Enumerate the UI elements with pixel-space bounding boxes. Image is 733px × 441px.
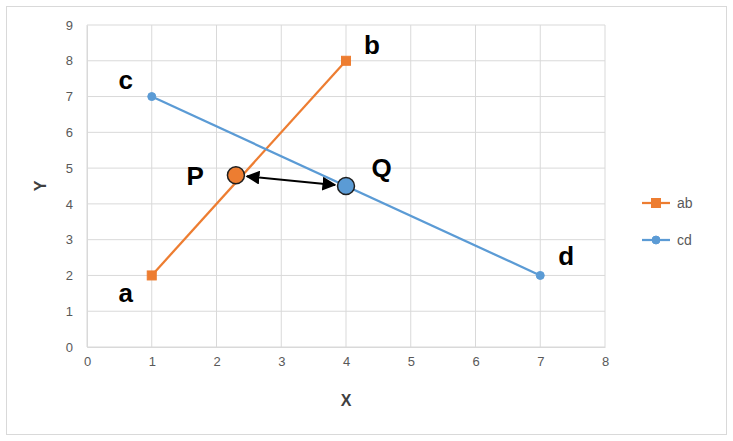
tick-label: 9 [66,18,73,33]
chart-frame [7,7,727,435]
tick-label: 3 [66,232,73,247]
legend-item: ab [642,195,693,211]
tick-label: 2 [66,268,73,283]
series-line [152,61,346,276]
tick: 5 [408,347,415,369]
grid-line-x [475,25,476,347]
grid-line-y [87,239,605,240]
tick: 5 [66,161,87,176]
tick-label: 4 [66,197,73,212]
tick: 9 [66,18,87,33]
tick-label: 3 [278,354,285,369]
grid [87,25,605,347]
highlight-point [338,178,355,195]
tick: 0 [84,347,91,369]
point [536,271,544,279]
legend: ab cd [642,195,693,248]
grid-line-x [605,25,606,347]
x-axis: 0 1 2 3 4 5 6 7 8 [84,347,609,369]
annotations: a b c d P Q [119,30,574,309]
legend-item: cd [642,232,692,248]
tick: 0 [66,340,87,355]
grid-line-y [87,275,605,276]
tick: 3 [66,232,87,247]
grid-line-x [540,25,541,347]
tick-label: 7 [66,89,73,104]
annotation: Q [371,153,391,183]
tick-label: 1 [149,354,156,369]
grid-line-x [151,25,152,347]
legend-label: ab [677,195,693,211]
tick-label: 8 [66,53,73,68]
tick: 7 [66,89,87,104]
tick: 2 [213,347,220,369]
axis-line [87,26,88,348]
grid-line-y [87,311,605,312]
grid-line-y [87,347,605,348]
annotation: a [119,278,134,308]
grid-line-x [87,25,88,347]
tick-label: 0 [84,354,91,369]
tick-label: 4 [343,354,350,369]
grid-line-y [87,132,605,133]
tick: 1 [66,304,87,319]
legend-label: cd [677,232,692,248]
tick-label: 0 [66,340,73,355]
tick-label: 7 [537,354,544,369]
legend-marker [652,199,661,208]
point [342,56,351,65]
tick-label: 6 [66,125,73,140]
grid-line-y [87,25,605,26]
plot-marks [147,56,544,280]
grid-line-y [87,203,605,204]
annotation: c [119,65,133,95]
tick: 7 [537,347,544,369]
y-axis-title: Y [32,180,49,191]
tick: 3 [278,347,285,369]
point [147,271,156,280]
tick: 6 [66,125,87,140]
tick: 8 [66,53,87,68]
tick-label: 6 [472,354,479,369]
arrow [247,176,335,185]
highlight-point [227,167,244,184]
tick: 1 [149,347,156,369]
legend-marker [652,236,660,244]
axis-line [88,347,606,348]
grid-line-x [410,25,411,347]
tick-label: 1 [66,304,73,319]
grid-line-x [281,25,282,347]
tick-label: 5 [408,354,415,369]
annotation: d [558,241,574,271]
tick: 4 [343,347,350,369]
annotation: b [364,30,380,60]
tick: 4 [66,197,87,212]
y-axis: 0 1 2 3 4 5 6 7 8 9 [66,18,88,355]
annotation: P [186,161,203,191]
x-axis-title: X [341,392,352,409]
tick-label: 5 [66,161,73,176]
tick: 6 [472,347,479,369]
grid-line-y [87,168,605,169]
grid-line-y [87,96,605,97]
chart: 0123456780123456789XYabcdPQabcd [0,0,733,441]
series-line [152,97,541,276]
tick: 2 [66,268,87,283]
point [148,93,156,101]
tick-label: 8 [602,354,609,369]
grid-line-x [216,25,217,347]
tick: 8 [602,347,609,369]
tick-label: 2 [213,354,220,369]
